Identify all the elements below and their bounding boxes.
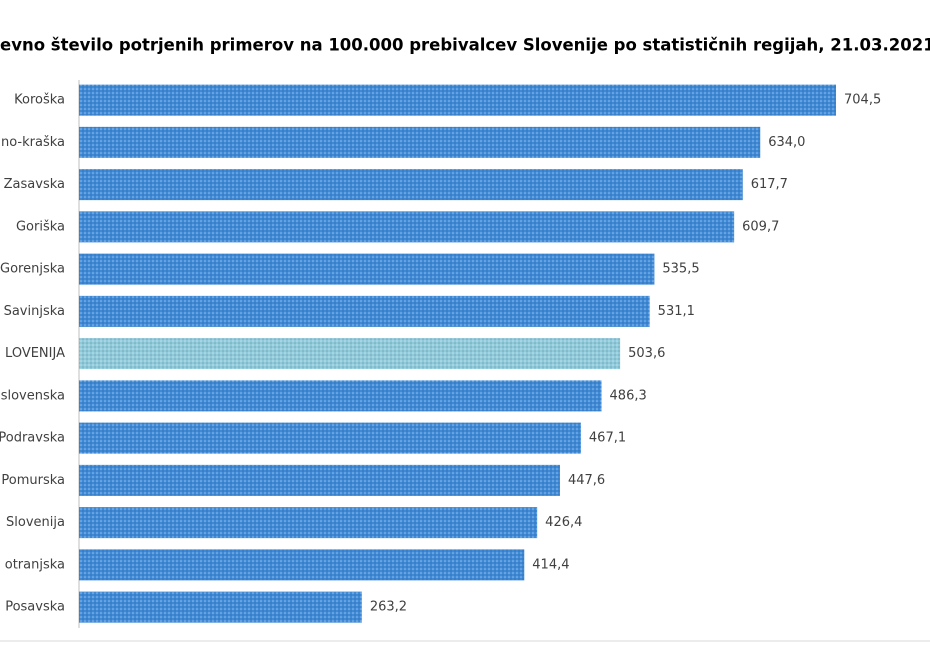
bar-texture: [79, 169, 743, 201]
value-label: 414,4: [532, 557, 569, 572]
value-label: 447,6: [568, 473, 605, 488]
y-tick-label: Gorenjska: [0, 262, 65, 277]
bar-texture: [79, 380, 602, 412]
y-tick-label: Slovenija: [6, 515, 65, 530]
bar-texture: [79, 507, 538, 539]
value-label: 531,1: [658, 304, 695, 319]
value-label: 486,3: [610, 388, 647, 403]
value-label: 704,5: [844, 93, 881, 108]
y-tick-label: slovenska: [1, 388, 65, 403]
value-label: 617,7: [751, 177, 788, 192]
value-label: 503,6: [628, 346, 665, 361]
value-label: 609,7: [742, 219, 779, 234]
bar-texture: [79, 422, 581, 454]
bar-texture: [79, 211, 735, 243]
y-tick-label: no-kraška: [1, 135, 65, 150]
bar-texture: [79, 295, 650, 327]
value-label: 426,4: [545, 515, 582, 530]
bar-texture: [79, 338, 621, 370]
y-tick-label: Goriška: [16, 219, 65, 234]
y-tick-label: LOVENIJA: [5, 346, 65, 361]
bar-texture: [79, 253, 655, 285]
chart-title: evno število potrjenih primerov na 100.0…: [0, 36, 930, 55]
y-tick-label: Koroška: [14, 93, 65, 108]
value-label: 263,2: [370, 600, 407, 615]
bar-texture: [79, 591, 362, 623]
y-tick-label: Zasavska: [4, 177, 65, 192]
value-label: 467,1: [589, 431, 626, 446]
y-tick-label: otranjska: [5, 557, 65, 572]
value-label: 634,0: [768, 135, 805, 150]
y-tick-label: Savinjska: [4, 304, 65, 319]
bar-texture: [79, 84, 836, 116]
bar-texture: [79, 464, 560, 496]
value-label: 535,5: [662, 262, 699, 277]
bar-texture: [79, 126, 761, 158]
bar-texture: [79, 549, 525, 581]
y-tick-label: Podravska: [0, 431, 65, 446]
y-tick-label: Posavska: [5, 600, 65, 615]
y-tick-label: Pomurska: [1, 473, 65, 488]
